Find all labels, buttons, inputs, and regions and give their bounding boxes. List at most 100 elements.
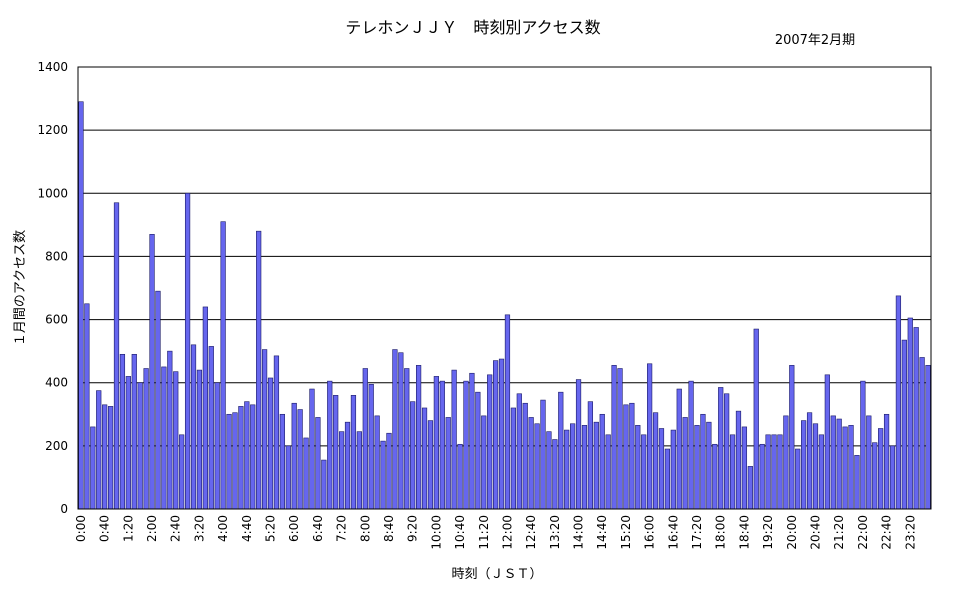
x-tick-label: 12:40 — [524, 515, 538, 550]
bar — [729, 434, 736, 510]
bar — [765, 434, 771, 510]
bar — [380, 440, 386, 510]
bar — [179, 434, 185, 510]
bar — [107, 406, 114, 510]
bar — [84, 303, 90, 510]
bar — [658, 428, 665, 510]
bar — [173, 371, 179, 510]
bar — [149, 234, 155, 510]
bar — [273, 355, 280, 510]
bar — [575, 379, 582, 510]
bar — [315, 417, 321, 510]
bar — [427, 420, 434, 510]
bar — [137, 382, 143, 510]
bar — [812, 423, 819, 510]
x-tick-label: 8:00 — [358, 515, 372, 542]
bar — [475, 391, 481, 510]
bar — [570, 423, 576, 510]
chart-subtitle: 2007年2月期 — [775, 33, 855, 48]
bar — [96, 390, 102, 510]
bar — [362, 368, 368, 510]
bar — [700, 413, 706, 510]
bar — [208, 346, 214, 510]
x-tick-label: 10:40 — [453, 515, 467, 550]
bar — [688, 380, 694, 510]
x-tick-label: 0:40 — [98, 515, 112, 542]
y-axis-label: １月間のアクセス数 — [13, 230, 28, 346]
x-tick-label: 2:00 — [145, 515, 159, 542]
bar — [522, 402, 528, 510]
bar — [202, 306, 208, 510]
bar — [907, 317, 913, 510]
bar — [113, 202, 120, 510]
bar — [623, 404, 629, 510]
plot-area-border — [77, 66, 932, 510]
x-tick-label: 9:20 — [406, 515, 420, 542]
bar — [285, 445, 291, 510]
x-tick-label: 0:00 — [74, 515, 88, 542]
x-tick-label: 4:00 — [216, 515, 230, 542]
x-tick-label: 19:20 — [761, 515, 775, 550]
x-tick-label: 8:40 — [382, 515, 396, 542]
x-tick-label: 5:20 — [264, 515, 278, 542]
bars — [78, 101, 931, 510]
bar — [279, 413, 285, 510]
bar — [789, 365, 795, 510]
bar — [872, 442, 878, 510]
bar — [824, 374, 830, 510]
bar — [676, 388, 682, 510]
y-tick-labels: 0 200 400 600 800 1000 1200 1400 — [37, 60, 68, 516]
bar — [155, 290, 161, 510]
x-tick-label: 22:00 — [856, 515, 870, 550]
bar — [439, 380, 445, 510]
bar — [167, 350, 173, 510]
y-tick-label: 200 — [45, 439, 68, 453]
bar — [143, 368, 149, 510]
bar — [558, 391, 564, 510]
bar — [232, 412, 238, 510]
bar — [836, 418, 842, 510]
bar — [883, 413, 890, 510]
bar — [463, 380, 469, 510]
bar — [386, 432, 392, 510]
chart-title: テレホンＪＪＹ 時刻別アクセス数 — [345, 18, 600, 37]
x-tick-label: 20:40 — [808, 515, 822, 550]
bar — [712, 443, 718, 510]
bar — [795, 448, 801, 510]
bar — [534, 423, 540, 510]
x-tick-label: 17:20 — [690, 515, 704, 550]
x-tick-label: 20:00 — [785, 515, 799, 550]
bar — [498, 358, 505, 510]
y-tick-label: 400 — [45, 376, 68, 390]
bar — [487, 374, 493, 510]
bar — [309, 388, 315, 510]
bar — [119, 353, 126, 510]
y-tick-label: 1200 — [37, 123, 68, 137]
bar — [919, 357, 925, 510]
bar — [747, 466, 753, 510]
bar — [599, 413, 605, 510]
bar — [682, 417, 688, 510]
bar — [540, 399, 546, 510]
x-tick-label: 3:20 — [192, 515, 206, 542]
bar — [415, 365, 422, 510]
bar — [848, 425, 854, 510]
bar — [629, 402, 635, 510]
bar — [374, 415, 380, 510]
y-tick-label: 0 — [60, 502, 68, 516]
bar — [925, 365, 931, 510]
bar — [481, 415, 487, 510]
bar — [860, 380, 866, 510]
bar — [806, 412, 813, 510]
bar — [220, 221, 226, 510]
bar — [125, 376, 131, 510]
bar — [504, 314, 511, 510]
bar — [878, 428, 884, 510]
bar — [546, 431, 552, 510]
x-tick-label: 18:00 — [714, 515, 728, 550]
bar — [338, 431, 345, 510]
bar — [510, 407, 516, 510]
bar — [297, 409, 303, 510]
bar — [564, 429, 570, 510]
bar — [344, 421, 351, 510]
